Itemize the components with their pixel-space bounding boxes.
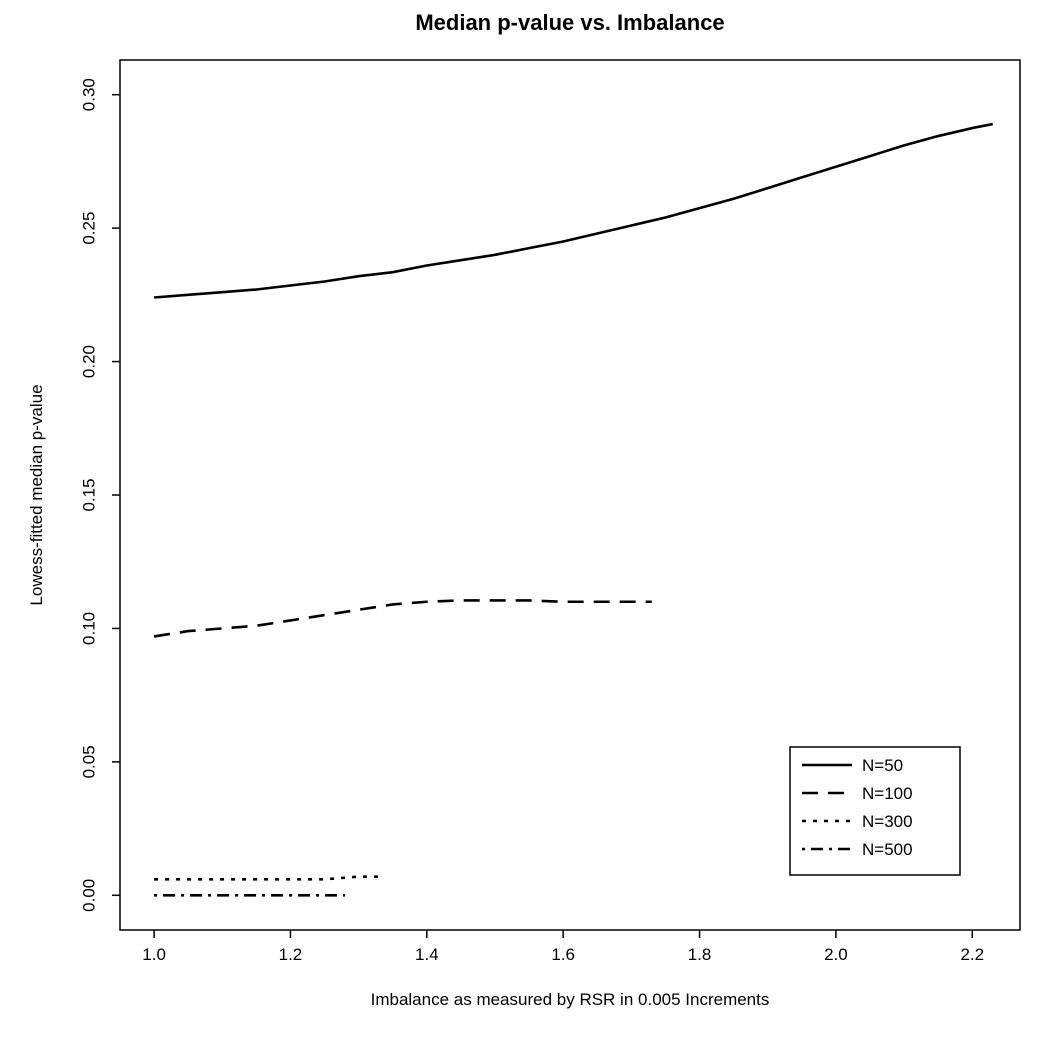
y-tick-label: 0.20: [79, 345, 98, 378]
y-tick-label: 0.30: [79, 78, 98, 111]
legend-label: N=100: [862, 784, 913, 803]
legend-label: N=500: [862, 840, 913, 859]
chart-title: Median p-value vs. Imbalance: [415, 10, 724, 35]
x-tick-label: 1.0: [142, 945, 166, 964]
x-tick-label: 2.2: [960, 945, 984, 964]
x-tick-label: 1.2: [279, 945, 303, 964]
legend-label: N=50: [862, 756, 903, 775]
y-axis-label: Lowess-fitted median p-value: [27, 384, 46, 605]
x-tick-label: 1.6: [551, 945, 575, 964]
x-axis-label: Imbalance as measured by RSR in 0.005 In…: [371, 990, 770, 1009]
y-tick-label: 0.15: [79, 478, 98, 511]
legend-label: N=300: [862, 812, 913, 831]
x-tick-label: 1.8: [688, 945, 712, 964]
y-tick-label: 0.25: [79, 212, 98, 245]
y-tick-label: 0.05: [79, 745, 98, 778]
x-tick-label: 1.4: [415, 945, 439, 964]
line-chart: 1.0 1.2 1.4 1.6 1.8 2.0 2.2 0.00 0.05 0.10 0.15 0.2…: [0, 0, 1050, 1039]
chart-container: 1.0 1.2 1.4 1.6 1.8 2.0 2.2 0.00 0.05 0.10 0.15 0.2…: [0, 0, 1050, 1039]
y-tick-label: 0.00: [79, 879, 98, 912]
x-tick-label: 2.0: [824, 945, 848, 964]
legend: N=50 N=100 N=300 N=500: [790, 747, 960, 875]
y-tick-label: 0.10: [79, 612, 98, 645]
